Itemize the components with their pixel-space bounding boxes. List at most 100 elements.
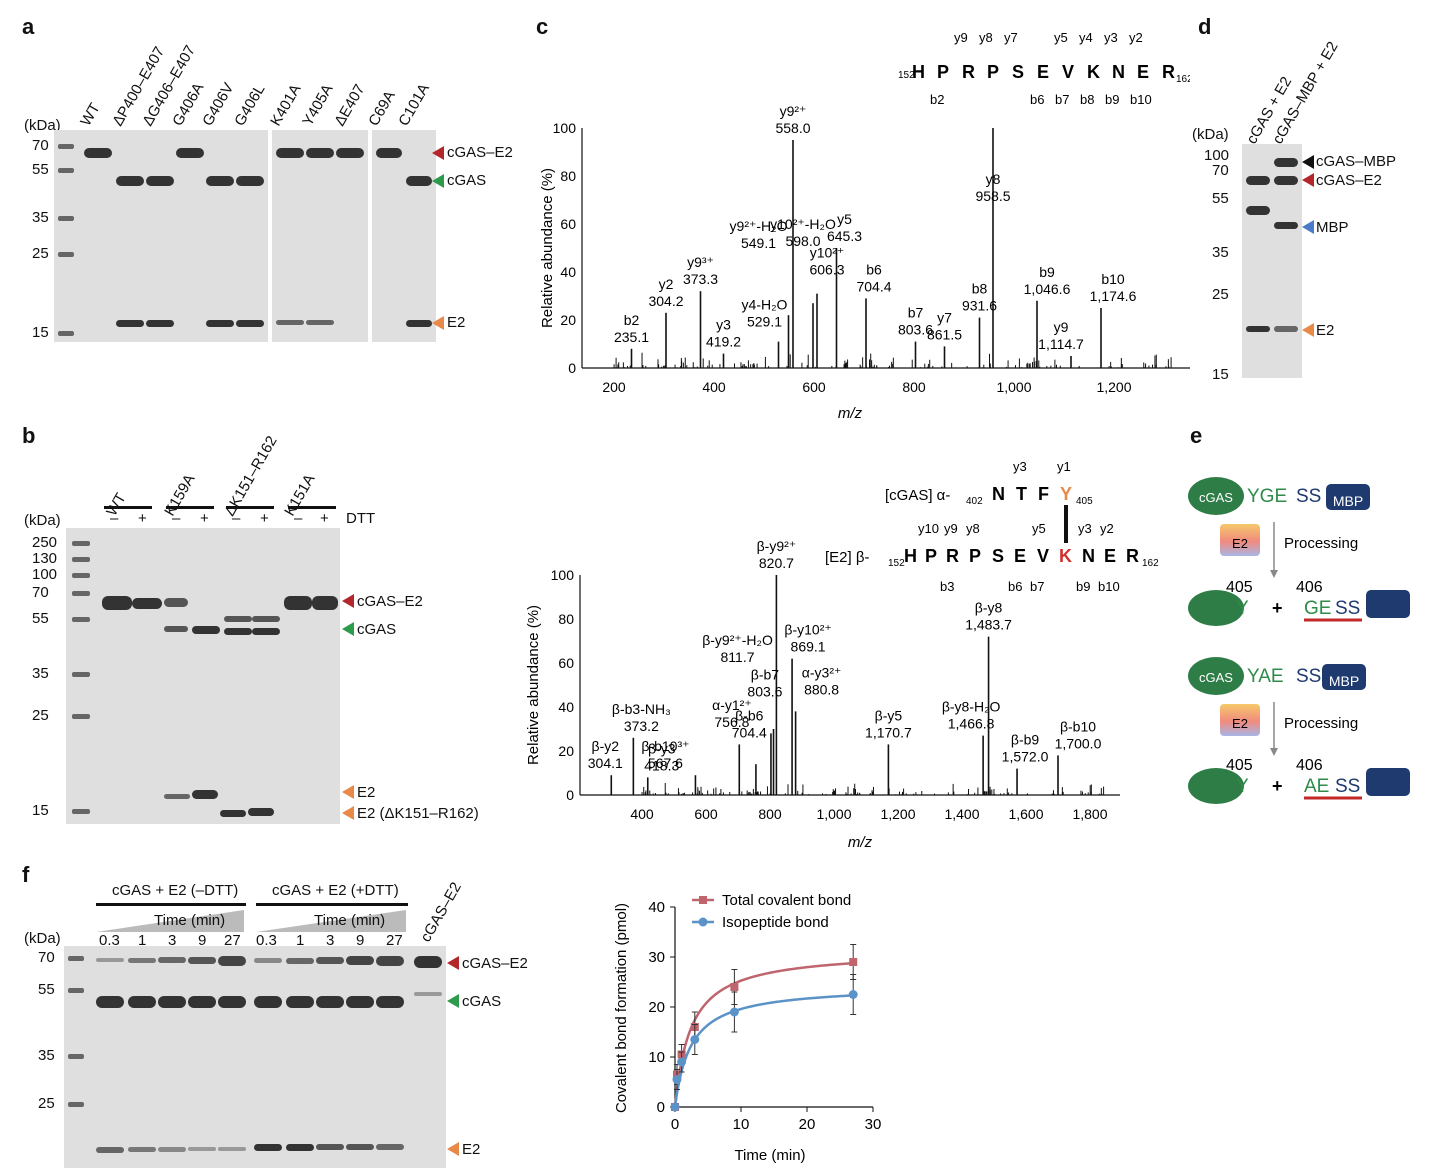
arrow-label: E2 (ΔK151–R162) [357, 805, 479, 822]
lane-label: C101A [395, 80, 433, 129]
arrow-label: cGAS [447, 172, 487, 189]
peak-mz: 418.3 [644, 757, 679, 773]
peak-ion: α-y1²⁺ [712, 697, 752, 713]
blue-arrow-icon [1302, 220, 1314, 234]
mbp-label: MBP [1329, 673, 1359, 689]
peak-ion: β-y5 [875, 707, 903, 723]
peak-ion: β-b6 [735, 707, 764, 723]
residue-crosslink: Y [1060, 484, 1072, 504]
tick-label: 200 [602, 379, 626, 395]
peak-ion: β-b7 [751, 666, 780, 682]
peak-mz: 419.2 [706, 334, 741, 350]
dtt-plus: + [320, 510, 329, 527]
peak-ion: y9 [1054, 319, 1069, 335]
residue-number: 405 [1226, 579, 1253, 596]
time-point: 27 [224, 932, 241, 949]
peak-ion: y5 [837, 211, 852, 227]
residue: F [1038, 484, 1049, 504]
peak-ion: β-y3 [648, 740, 676, 756]
residue: E [1104, 546, 1116, 566]
y-tick-label: 40 [648, 899, 665, 916]
dtt-minus: – [294, 510, 303, 527]
data-point [729, 1007, 739, 1017]
orange-arrow-icon [432, 316, 444, 330]
tick-label: 1,400 [944, 806, 979, 822]
ion-label: y3 [1104, 30, 1118, 45]
dtt-minus: – [172, 510, 181, 527]
tick-label: 80 [558, 611, 574, 627]
residue: R [946, 546, 959, 566]
prod-green: AE [1304, 776, 1329, 797]
ion-label: y9 [954, 30, 968, 45]
time-point: 0.3 [99, 932, 120, 949]
legend-marker [698, 917, 708, 927]
marker-label: 15 [32, 324, 49, 341]
x-ticks: 200 400 600 800 1,000 1,200 [602, 379, 1131, 395]
tick-label: 400 [630, 806, 654, 822]
prod-blue: SS [1335, 598, 1360, 619]
ion-label: y4 [1079, 30, 1093, 45]
arrow-label: E2 [1316, 322, 1335, 339]
y-axis-label: Covalent bond formation (pmol) [613, 903, 630, 1113]
dtt-plus: + [200, 510, 209, 527]
peak-ion: β-y10²⁺ [784, 622, 831, 638]
tick-label: 0 [568, 360, 576, 376]
peak-mz: 304.1 [588, 755, 623, 771]
seq-blue: SS [1296, 666, 1321, 687]
peak-ion: y10²⁺ [810, 245, 845, 261]
dtt-label: DTT [346, 510, 376, 527]
arrow-label: E2 [462, 1141, 481, 1158]
x-tick-label: 20 [799, 1116, 816, 1133]
arrow-label: MBP [1316, 219, 1349, 236]
black-arrow-icon [1302, 155, 1314, 169]
tick-label: 40 [558, 699, 574, 715]
ion-label: y2 [1100, 521, 1114, 536]
legend-marker [699, 896, 707, 904]
seq-end: 162 [1176, 74, 1190, 85]
data-point [690, 1035, 700, 1044]
residue: P [987, 62, 999, 82]
tick-label: 800 [902, 379, 926, 395]
peak-mz: 235.1 [614, 329, 649, 345]
e2-label: E2 [1232, 716, 1248, 731]
sequence-diagram: 152 H P R P S E V K N E R 162 [898, 62, 1190, 85]
x-axis-label: m/z [838, 405, 863, 422]
ion-label: y3 [1078, 521, 1092, 536]
y-tick-label: 10 [648, 1049, 665, 1066]
ion-label: y8 [966, 521, 980, 536]
peak-mz: 931.6 [962, 298, 997, 314]
ion-label: b6 [1030, 92, 1044, 107]
tick-label: 40 [560, 264, 576, 280]
condition-label: cGAS + E2 (–DTT) [112, 882, 239, 899]
spectrum-top: 152 H P R P S E V K N E R 162 y9 y8 y7 y… [539, 30, 1190, 422]
series-fit-line [673, 961, 854, 1108]
ion-label: y5 [1032, 521, 1046, 536]
residue: E [1037, 62, 1049, 82]
dtt-minus: – [110, 510, 119, 527]
time-wedges [96, 910, 406, 932]
peak-mz: 1,174.6 [1090, 288, 1137, 304]
tick-label: 1,200 [1096, 379, 1131, 395]
x-tick-label: 10 [733, 1116, 750, 1133]
x-tick-label: 0 [671, 1116, 679, 1133]
y-axis-label: Relative abundance (%) [539, 168, 556, 328]
tick-label: 100 [553, 120, 577, 136]
peak-ion: β-y2 [592, 738, 620, 754]
tick-label: 600 [694, 806, 718, 822]
ion-label: b7 [1030, 579, 1044, 594]
peak-mz: 756.8 [714, 714, 749, 730]
arrow-label: cGAS–E2 [447, 144, 513, 161]
peak-ion: b10 [1101, 271, 1125, 287]
panel-label-f: f [22, 862, 30, 887]
marker-label: 35 [38, 1047, 55, 1064]
peak-mz: 1,572.0 [1002, 749, 1049, 765]
peak-mz: 880.8 [804, 681, 839, 697]
orange-arrow-icon [342, 806, 354, 820]
marker-label: 70 [1212, 162, 1229, 179]
peak-mz: 645.3 [827, 228, 862, 244]
y-axis-label: Relative abundance (%) [525, 605, 542, 765]
time-label: Time (min) [154, 912, 226, 929]
kda-label: (kDa) [24, 930, 61, 947]
gel-image [66, 528, 340, 824]
peak-ion: y8 [986, 171, 1001, 187]
